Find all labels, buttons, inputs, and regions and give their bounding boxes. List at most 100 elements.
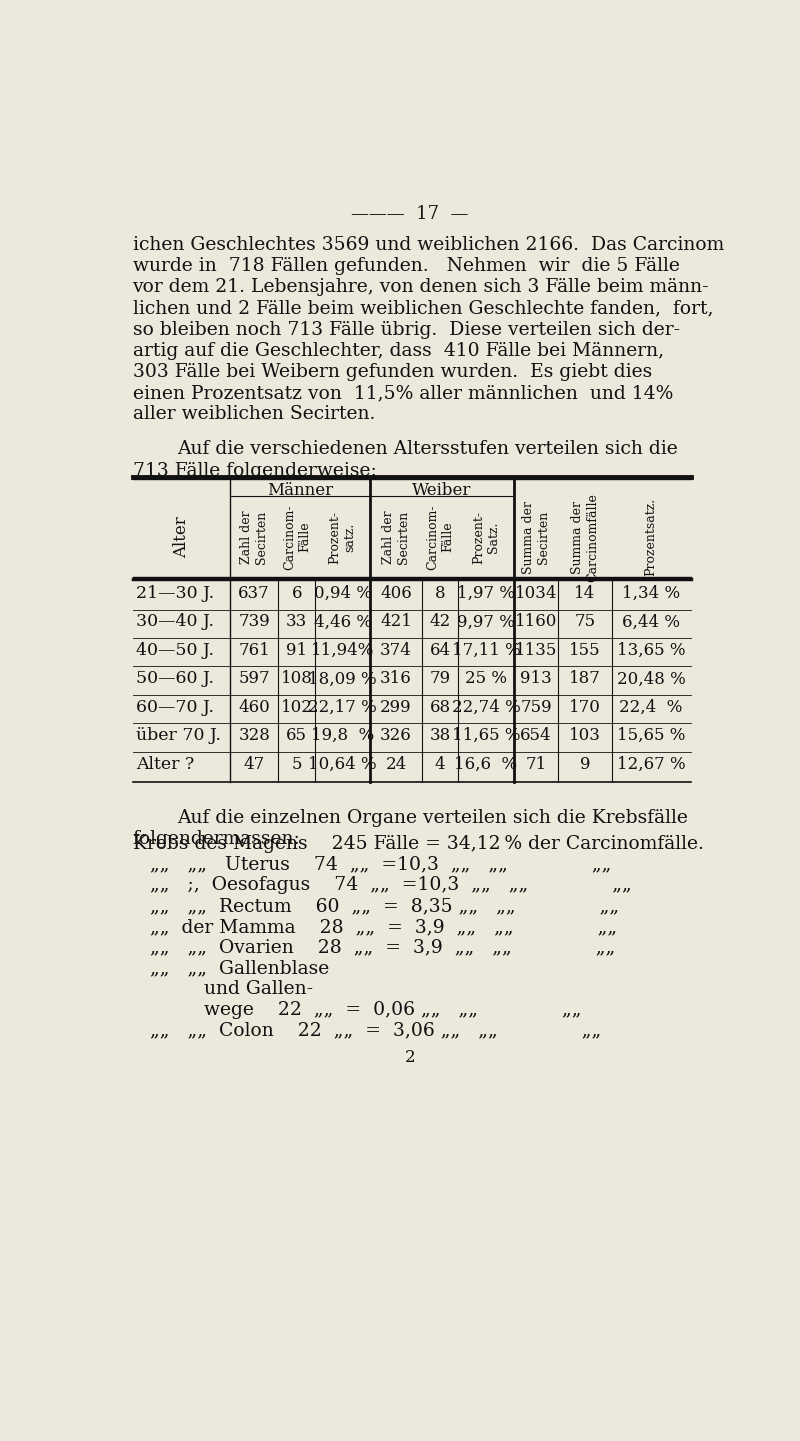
Text: 91: 91 [286,641,307,659]
Text: lichen und 2 Fälle beim weiblichen Geschlechte fanden,  fort,: lichen und 2 Fälle beim weiblichen Gesch… [133,300,713,317]
Text: Auf die einzelnen Organe verteilen sich die Krebsfälle: Auf die einzelnen Organe verteilen sich … [178,808,688,827]
Text: 1,34 %: 1,34 % [622,585,680,602]
Text: 64: 64 [430,641,450,659]
Text: 761: 761 [238,641,270,659]
Text: 421: 421 [380,614,412,630]
Text: 25 %: 25 % [465,670,507,687]
Text: 22,17 %: 22,17 % [308,699,377,716]
Text: 17,11 %: 17,11 % [451,641,520,659]
Text: 6: 6 [292,585,302,602]
Text: Auf die verschiedenen Altersstufen verteilen sich die: Auf die verschiedenen Altersstufen verte… [178,441,678,458]
Text: Prozentsatz.: Prozentsatz. [645,499,658,576]
Text: 328: 328 [238,728,270,745]
Text: 22,4  %: 22,4 % [619,699,682,716]
Text: 42: 42 [430,614,451,630]
Text: 38: 38 [430,728,451,745]
Text: ichen Geschlechtes 3569 und weiblichen 2166.  Das Carcinom: ichen Geschlechtes 3569 und weiblichen 2… [133,236,724,254]
Text: so bleiben noch 713 Fälle übrig.  Diese verteilen sich der-: so bleiben noch 713 Fälle übrig. Diese v… [133,321,680,339]
Text: 12,67 %: 12,67 % [617,757,686,772]
Text: 108: 108 [281,670,313,687]
Text: 22,74 %: 22,74 % [451,699,520,716]
Text: 170: 170 [569,699,601,716]
Text: Prozent-
Satz.: Prozent- Satz. [472,510,500,563]
Text: Alter ?: Alter ? [137,757,194,772]
Text: 299: 299 [380,699,412,716]
Text: folgendermassen:: folgendermassen: [133,830,300,849]
Text: 40—50 J.: 40—50 J. [137,641,214,659]
Text: 5: 5 [292,757,302,772]
Text: vor dem 21. Lebensjahre, von denen sich 3 Fälle beim männ-: vor dem 21. Lebensjahre, von denen sich … [133,278,709,297]
Text: Zahl der
Secirten: Zahl der Secirten [240,510,268,563]
Text: Männer: Männer [267,483,333,500]
Text: 1,97 %: 1,97 % [457,585,515,602]
Text: 21—30 J.: 21—30 J. [137,585,214,602]
Text: 16,6  %: 16,6 % [454,757,518,772]
Text: 9,97 %: 9,97 % [457,614,515,630]
Text: „„   „„  Colon    22  „„  =  3,06 „„   „„              „„: „„ „„ Colon 22 „„ = 3,06 „„ „„ „„ [150,1022,602,1040]
Text: und Gallen-: und Gallen- [150,980,314,999]
Text: 713 Fälle folgenderweise:: 713 Fälle folgenderweise: [133,461,376,480]
Text: 1034: 1034 [514,585,557,602]
Text: 103: 103 [569,728,601,745]
Text: „„   „„  Gallenblase: „„ „„ Gallenblase [150,960,330,977]
Text: 4: 4 [435,757,446,772]
Text: 597: 597 [238,670,270,687]
Text: 20,48 %: 20,48 % [617,670,686,687]
Text: 71: 71 [526,757,546,772]
Text: 155: 155 [569,641,601,659]
Text: 759: 759 [520,699,552,716]
Text: 19,8  %: 19,8 % [311,728,374,745]
Text: 654: 654 [520,728,552,745]
Text: Carcinom-
Fälle: Carcinom- Fälle [283,504,311,569]
Text: 30—40 J.: 30—40 J. [137,614,214,630]
Text: Zahl der
Secirten: Zahl der Secirten [382,510,410,563]
Text: 6,44 %: 6,44 % [622,614,680,630]
Text: 1160: 1160 [514,614,557,630]
Text: Krebs des Magens    245 Fälle = 34,12 % der Carcinomfälle.: Krebs des Magens 245 Fälle = 34,12 % der… [133,834,703,853]
Text: „„   ;,  Oesofagus    74  „„  =10,3  „„   „„              „„: „„ ;, Oesofagus 74 „„ =10,3 „„ „„ „„ [150,876,632,895]
Text: 739: 739 [238,614,270,630]
Text: artig auf die Geschlechter, dass  410 Fälle bei Männern,: artig auf die Geschlechter, dass 410 Fäl… [133,342,664,360]
Text: 102: 102 [281,699,313,716]
Text: 303 Fälle bei Weibern gefunden wurden.  Es giebt dies: 303 Fälle bei Weibern gefunden wurden. E… [133,363,652,380]
Text: 14: 14 [574,585,595,602]
Text: 11,65 %: 11,65 % [452,728,520,745]
Text: 0,94 %: 0,94 % [314,585,371,602]
Text: Alter: Alter [173,516,190,558]
Text: ———  17  —: ——— 17 — [351,205,469,223]
Text: 18,09 %: 18,09 % [308,670,377,687]
Text: 11,94%: 11,94% [311,641,374,659]
Text: 33: 33 [286,614,307,630]
Text: 50—60 J.: 50—60 J. [137,670,214,687]
Text: 913: 913 [520,670,552,687]
Text: 187: 187 [569,670,601,687]
Text: 13,65 %: 13,65 % [617,641,686,659]
Text: 4,46 %: 4,46 % [314,614,371,630]
Text: Summa der
Carcinomfälle: Summa der Carcinomfälle [570,493,598,582]
Text: 15,65 %: 15,65 % [617,728,686,745]
Text: 47: 47 [243,757,265,772]
Text: „„   „„   Uterus    74  „„  =10,3  „„   „„              „„: „„ „„ Uterus 74 „„ =10,3 „„ „„ „„ [150,856,612,873]
Text: 406: 406 [380,585,412,602]
Text: Summa der
Secirten: Summa der Secirten [522,500,550,574]
Text: 10,64 %: 10,64 % [308,757,377,772]
Text: aller weiblichen Secirten.: aller weiblichen Secirten. [133,405,375,424]
Text: wege    22  „„  =  0,06 „„   „„              „„: wege 22 „„ = 0,06 „„ „„ „„ [150,1001,582,1019]
Text: 24: 24 [386,757,406,772]
Text: „„   „„  Rectum    60  „„  =  8,35 „„   „„              „„: „„ „„ Rectum 60 „„ = 8,35 „„ „„ „„ [150,898,619,915]
Text: 75: 75 [574,614,595,630]
Text: 79: 79 [430,670,450,687]
Text: Carcinom-
Fälle: Carcinom- Fälle [426,504,454,569]
Text: 1135: 1135 [514,641,557,659]
Text: 8: 8 [435,585,446,602]
Text: „„  der Mamma    28  „„  =  3,9  „„   „„              „„: „„ der Mamma 28 „„ = 3,9 „„ „„ „„ [150,918,618,935]
Text: 326: 326 [380,728,412,745]
Text: 68: 68 [430,699,450,716]
Text: 65: 65 [286,728,307,745]
Text: 2: 2 [405,1049,415,1066]
Text: 460: 460 [238,699,270,716]
Text: einen Prozentsatz von  11,5% aller männlichen  und 14%: einen Prozentsatz von 11,5% aller männli… [133,385,673,402]
Text: 316: 316 [380,670,412,687]
Text: 374: 374 [380,641,412,659]
Text: 637: 637 [238,585,270,602]
